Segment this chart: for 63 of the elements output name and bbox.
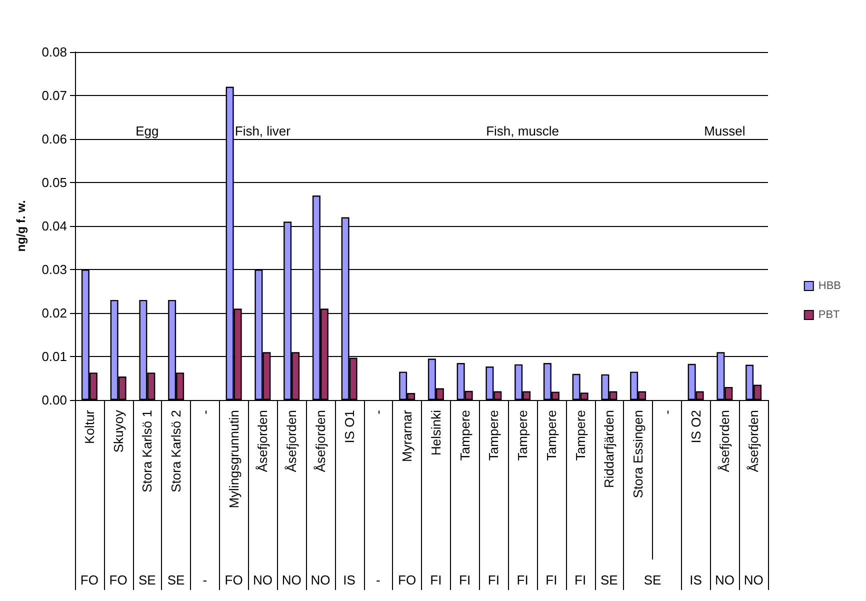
text: - [202,572,208,588]
x-tick-label: - [370,410,386,414]
text: IS [343,572,356,588]
text: FI [459,572,471,588]
x-tick-label: IS O1 [342,410,357,444]
x-tick-label: Helsinki [428,410,444,456]
text: FO [109,572,128,588]
y-tick-label: 0.02 [42,306,67,320]
text: NO [282,572,302,588]
x-tick-label: Stora Karlsö 2 [168,410,184,492]
x-tick-label: Tampere [572,410,588,461]
text: IS [690,572,702,588]
y-axis-title: ng/g f. w. [14,200,28,252]
text: FI [488,572,500,588]
legend-label: HBB [818,280,842,292]
x-tick-label: Tampere [486,410,502,461]
text: FI [574,572,586,588]
text: NO [714,572,734,588]
annotation: Fish, muscle [486,124,560,138]
text: SE [167,572,186,588]
text: FI [546,572,558,588]
y-tick-label: 0.04 [42,218,67,234]
x-tick-label: Stora Karlsö 1 [140,410,155,492]
x-tick-label: Åsefjorden [284,410,300,472]
y-tick-label: 0.07 [42,88,67,103]
x-tick-label: IS O2 [688,410,704,444]
annotation: Mussel [704,124,746,138]
text: FO [398,572,416,588]
text: FI [516,572,528,588]
text: FO [80,572,98,588]
text: FI [430,572,442,588]
x-tick-label: Tampere [457,410,472,461]
x-tick-label: Tampere [544,410,559,461]
x-tick-label: - [197,410,212,414]
x-tick-label: - [659,410,674,414]
x-tick-label: Åsefjorden [312,410,328,472]
x-tick-label: Skuyoy [110,410,126,453]
y-tick-label: 0.03 [42,262,67,277]
y-tick-label: 0.00 [42,392,67,408]
text: SE [644,572,662,588]
y-tick-label: 0.08 [42,44,67,60]
annotation: Egg [136,124,159,138]
y-tick-label: 0.05 [42,175,67,190]
text: - [376,572,380,588]
text: SE [600,572,618,588]
text: NO [744,572,764,588]
text: NO [252,572,272,588]
legend-label: PBT [818,309,840,321]
y-tick-label: 0.01 [42,349,67,364]
annotation: Fish, liver [234,124,292,138]
x-tick-label: Tampere [515,410,530,461]
x-tick-label: Åsefjorden [746,410,762,472]
x-tick-label: Koltur [82,409,97,444]
x-tick-label: Åsefjorden [717,410,732,472]
text: NO [310,572,330,588]
x-tick-label: Mylingsgrunnutin [226,410,242,508]
x-tick-label: Stora Essingen [630,410,646,498]
x-tick-label: Åsefjorden [255,410,270,472]
x-tick-label: Myrarnar [400,409,415,462]
y-tick-label: 0.06 [42,132,67,146]
text: FO [224,572,243,588]
text: SE [138,572,156,588]
x-tick-label: Riddarfjärden [602,410,617,488]
